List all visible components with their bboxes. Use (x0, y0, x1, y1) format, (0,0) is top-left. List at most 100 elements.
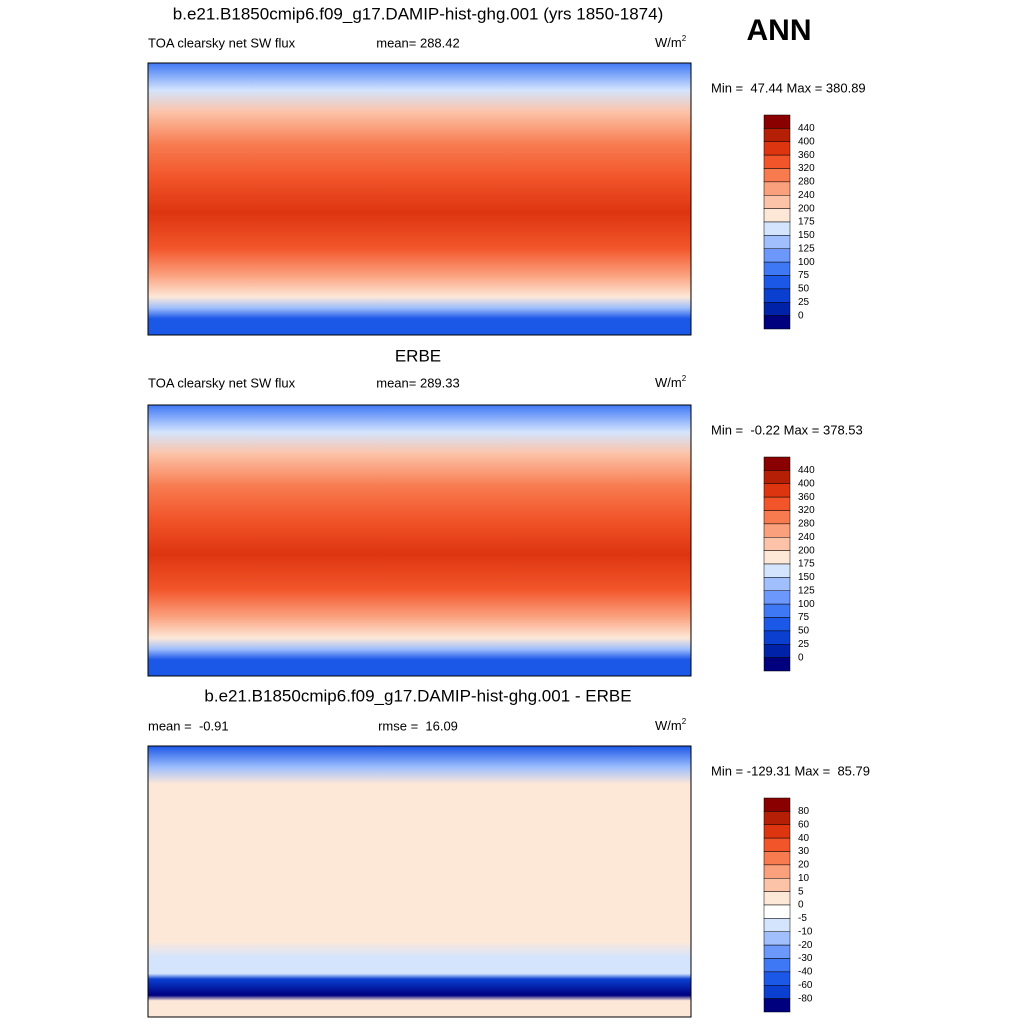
colorbar-box (763, 878, 791, 892)
colorbar-box (763, 510, 791, 525)
colorbar-label: 25 (798, 297, 810, 308)
colorbar-label: 10 (798, 873, 810, 884)
colorbar-label: -80 (798, 993, 813, 1004)
colorbar-box (763, 837, 791, 852)
colorbar-label: 280 (798, 519, 815, 530)
min-max: Min = -129.31 Max = 85.79 (711, 763, 870, 778)
panel-title: b.e21.B1850cmip6.f09_g17.DAMIP-hist-ghg.… (173, 4, 663, 23)
colorbar-box (763, 275, 791, 290)
colorbar-label: 0 (798, 310, 804, 321)
colorbar-box (763, 168, 791, 183)
colorbar-label: 200 (798, 203, 815, 214)
colorbar-box (763, 315, 791, 330)
colorbar-box (763, 288, 791, 303)
colorbar-box (763, 195, 791, 209)
season-label: ANN (747, 14, 812, 47)
colorbar-box (763, 603, 791, 618)
colorbar-box (763, 985, 791, 999)
colorbar-box (763, 944, 791, 959)
colorbar-label: 320 (798, 163, 815, 174)
colorbar-label: 50 (798, 626, 810, 637)
colorbar-label: 100 (798, 599, 815, 610)
units-sup: 2 (682, 717, 687, 726)
colorbar-box (763, 904, 791, 919)
center-label: mean= 289.33 (376, 375, 459, 390)
units: W/m2 (655, 374, 687, 390)
colorbar-label: 25 (798, 639, 810, 650)
colorbar-label: 100 (798, 257, 815, 268)
colorbar-box (763, 248, 791, 263)
colorbar-box (763, 931, 791, 946)
colorbar-box (763, 221, 791, 236)
colorbar-box (763, 797, 791, 812)
left-label: TOA clearsky net SW flux (148, 375, 296, 390)
units: W/m2 (655, 34, 687, 50)
colorbar-label: 320 (798, 505, 815, 516)
colorbar-label: 440 (798, 123, 815, 134)
map (147, 62, 692, 336)
colorbar-label: 440 (798, 465, 815, 476)
colorbar-label: -40 (798, 967, 813, 978)
colorbar-box (763, 302, 791, 316)
units-base: W/m (655, 718, 682, 733)
units-base: W/m (655, 35, 682, 50)
colorbar-box (763, 470, 791, 484)
colorbar-label: 50 (798, 284, 810, 295)
colorbar-box (763, 496, 791, 511)
units-sup: 2 (682, 34, 687, 43)
colorbar-label: 125 (798, 243, 815, 254)
colorbar-label: 30 (798, 846, 810, 857)
colorbar-box (763, 261, 791, 276)
colorbar-label: 150 (798, 572, 815, 583)
colorbar-label: -20 (798, 940, 813, 951)
units-base: W/m (655, 375, 682, 390)
units-sup: 2 (682, 374, 687, 383)
colorbar-label: -60 (798, 980, 813, 991)
map (147, 404, 692, 677)
units: W/m2 (655, 717, 687, 733)
colorbar-box (763, 181, 791, 196)
colorbar-box (763, 971, 791, 986)
center-label: rmse = 16.09 (378, 718, 458, 733)
colorbar-box (763, 630, 791, 645)
colorbar-label: 280 (798, 177, 815, 188)
colorbar-label: 360 (798, 492, 815, 503)
colorbar-label: 240 (798, 532, 815, 543)
left-label: mean = -0.91 (148, 718, 229, 733)
colorbar-box (763, 563, 791, 578)
colorbar-label: 60 (798, 819, 810, 830)
colorbar-box (763, 537, 791, 551)
colorbar-box (763, 235, 791, 249)
colorbar-box (763, 128, 791, 142)
colorbar-box (763, 811, 791, 825)
colorbar-box (763, 154, 791, 169)
colorbar-label: 240 (798, 190, 815, 201)
colorbar-label: 175 (798, 217, 815, 228)
colorbar-label: 175 (798, 559, 815, 570)
colorbar-box (763, 657, 791, 672)
colorbar-label: 125 (798, 585, 815, 596)
panel-title: ERBE (395, 346, 441, 365)
colorbar-label: -10 (798, 926, 813, 937)
colorbar-label: -5 (798, 913, 807, 924)
colorbar-box (763, 998, 791, 1013)
colorbar-box (763, 851, 791, 866)
colorbar-label: 40 (798, 833, 810, 844)
colorbar-box (763, 864, 791, 879)
colorbar-box (763, 590, 791, 605)
colorbar-label: 75 (798, 612, 810, 623)
colorbar-label: 200 (798, 545, 815, 556)
min-max: Min = 47.44 Max = 380.89 (711, 80, 866, 95)
colorbar-label: 400 (798, 478, 815, 489)
colorbar-box (763, 824, 791, 839)
colorbar-label: 0 (798, 900, 804, 911)
map (147, 745, 692, 1018)
colorbar-box (763, 577, 791, 591)
colorbar-box (763, 483, 791, 498)
colorbar-label: 360 (798, 150, 815, 161)
center-label: mean= 288.42 (376, 35, 459, 50)
colorbar-box (763, 141, 791, 156)
left-label: TOA clearsky net SW flux (148, 35, 296, 50)
